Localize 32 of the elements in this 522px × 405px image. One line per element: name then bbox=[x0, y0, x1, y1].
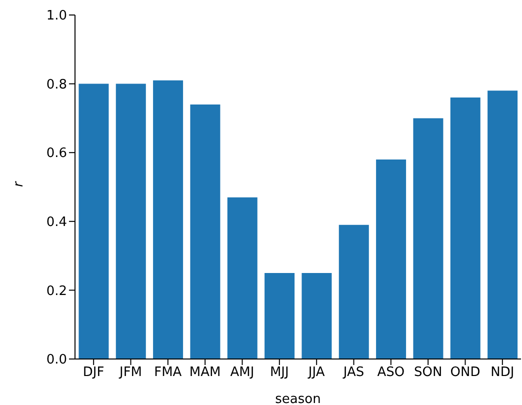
x-tick-label: OND bbox=[450, 365, 480, 380]
x-tick-label: SON bbox=[414, 365, 442, 380]
bar bbox=[116, 84, 146, 359]
y-tick-label: 0.4 bbox=[46, 215, 67, 230]
bar bbox=[302, 273, 332, 359]
x-tick-label: MJJ bbox=[270, 365, 289, 380]
bar bbox=[153, 80, 184, 359]
y-tick-label: 0.6 bbox=[46, 146, 67, 162]
y-axis-title: r bbox=[12, 180, 27, 187]
x-tick-label: NDJ bbox=[490, 365, 514, 380]
bar bbox=[413, 118, 444, 359]
x-tick-label: DJF bbox=[82, 365, 104, 380]
x-tick-label: MAM bbox=[189, 365, 221, 380]
y-tick-label: 0.2 bbox=[46, 284, 67, 299]
bar bbox=[450, 98, 480, 359]
x-tick-label: FMA bbox=[154, 365, 182, 380]
x-tick-label: JJA bbox=[307, 365, 325, 380]
y-tick-label: 1.0 bbox=[46, 8, 67, 24]
bar bbox=[376, 159, 406, 359]
x-tick-label: ASO bbox=[377, 365, 405, 380]
bar bbox=[264, 273, 295, 359]
y-tick-label: 0.8 bbox=[46, 77, 67, 92]
bar bbox=[190, 104, 220, 359]
y-tick-label: 0.0 bbox=[46, 352, 67, 368]
bar bbox=[338, 224, 369, 359]
x-tick-label: JFM bbox=[118, 365, 142, 380]
x-tick-label: AMJ bbox=[230, 365, 254, 380]
x-tick-label: JAS bbox=[342, 365, 364, 380]
x-axis-title: season bbox=[275, 392, 321, 405]
bar bbox=[488, 90, 518, 359]
bar bbox=[78, 84, 109, 359]
bar bbox=[227, 197, 258, 359]
